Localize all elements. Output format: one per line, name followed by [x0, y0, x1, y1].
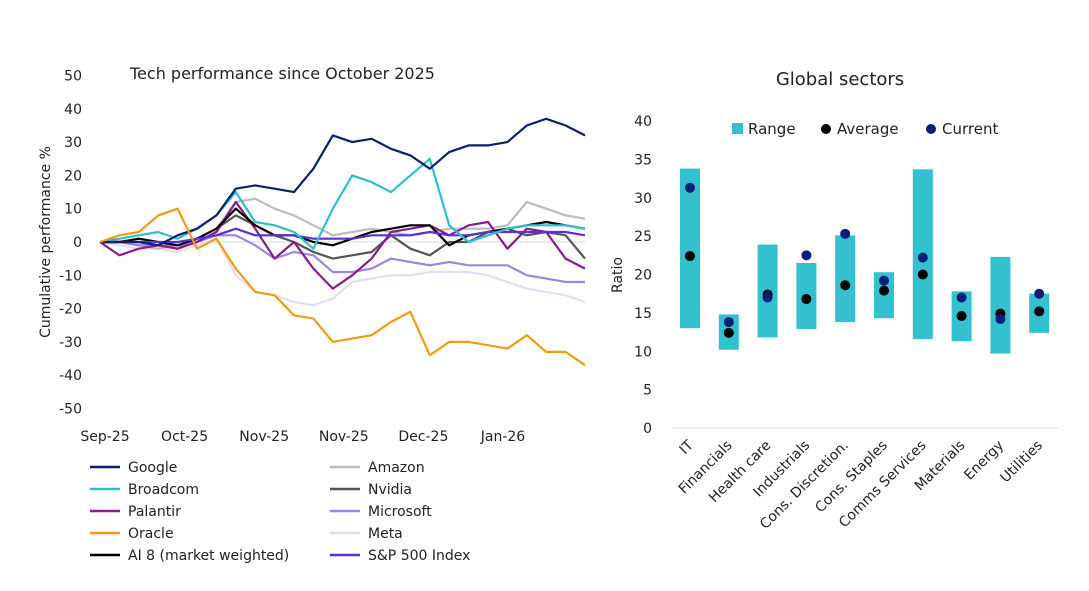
y-tick-label: 35	[634, 152, 652, 168]
legend-item: Broadcom	[90, 482, 199, 498]
series-line-s-p-500-index	[100, 227, 586, 244]
x-tick-label: Nov-25	[239, 429, 289, 445]
range-bar	[680, 168, 700, 329]
right-chart-title: Global sectors	[776, 69, 904, 90]
y-tick-label: 40	[64, 102, 82, 118]
average-point	[1034, 306, 1045, 317]
y-tick-label: -30	[59, 335, 82, 351]
current-point	[762, 292, 773, 303]
y-tick-label: -50	[59, 402, 82, 418]
series-line-broadcom	[99, 157, 586, 250]
average-point	[917, 269, 928, 280]
range-bar	[835, 235, 856, 323]
y-tick-label: -20	[59, 302, 82, 318]
y-tick-label: 10	[634, 344, 652, 360]
legend-swatch-current	[926, 124, 936, 134]
legend-item: Nvidia	[330, 482, 412, 498]
y-tick-label: 50	[64, 69, 82, 85]
legend-label: Oracle	[128, 526, 174, 542]
series-line-oracle	[99, 207, 586, 367]
average-point	[840, 280, 851, 291]
current-point	[723, 317, 734, 328]
series-line-palantir	[99, 200, 586, 290]
current-point	[1034, 288, 1045, 299]
current-point	[956, 292, 967, 303]
y-tick-label: 15	[634, 306, 652, 322]
y-tick-label: 20	[64, 168, 82, 184]
current-point	[685, 182, 695, 193]
y-tick-label: -10	[59, 268, 82, 284]
legend-item: Amazon	[330, 460, 425, 476]
legend-label: Amazon	[368, 460, 425, 476]
legend-swatch-average	[821, 124, 831, 134]
legend-swatch-range	[732, 123, 743, 134]
right-y-axis-label: Ratio	[610, 257, 626, 293]
x-tick-label: Sep-25	[80, 429, 129, 445]
current-point	[917, 252, 928, 263]
legend-label: Nvidia	[368, 482, 412, 498]
y-tick-label: 40	[634, 114, 652, 130]
left-y-axis-label: Cumulative performance %	[38, 146, 54, 338]
average-point	[723, 327, 734, 338]
series-line-google	[100, 117, 586, 247]
y-tick-label: 25	[634, 229, 652, 245]
legend-item: AI 8 (market weighted)	[90, 548, 289, 564]
legend-label: Meta	[368, 526, 403, 542]
current-point	[995, 314, 1006, 325]
current-point	[840, 228, 851, 239]
y-tick-label: 10	[64, 202, 82, 218]
y-tick-label: 0	[73, 235, 82, 251]
legend-label: Broadcom	[128, 482, 199, 498]
legend-item: Microsoft	[330, 504, 432, 520]
series-line-meta	[99, 237, 586, 307]
legend-item: S&P 500 Index	[330, 548, 470, 564]
left-chart-title: Tech performance since October 2025	[129, 64, 435, 83]
x-tick-label: Jan-26	[480, 429, 526, 445]
x-tick-label: Dec-25	[398, 429, 448, 445]
legend-item: Palantir	[90, 504, 181, 520]
y-tick-label: 5	[643, 383, 652, 399]
legend-label: AI 8 (market weighted)	[128, 548, 289, 564]
average-point	[879, 285, 889, 296]
average-point	[685, 251, 695, 262]
legend-item: Google	[90, 460, 177, 476]
x-tick-label: Nov-25	[319, 429, 369, 445]
range-bar	[990, 256, 1011, 354]
legend-label: Microsoft	[368, 504, 432, 520]
current-point	[801, 250, 812, 261]
legend-label: Palantir	[128, 504, 181, 520]
y-tick-label: 30	[64, 135, 82, 151]
legend-label: S&P 500 Index	[368, 548, 470, 564]
average-point	[956, 310, 967, 321]
y-tick-label: -40	[59, 368, 82, 384]
legend-label: Range	[748, 120, 796, 138]
y-tick-label: 0	[643, 421, 652, 437]
legend-item: Meta	[330, 526, 403, 542]
legend-label: Current	[942, 120, 998, 138]
legend-label: Google	[128, 460, 177, 476]
x-tick-label: Oct-25	[161, 429, 208, 445]
category-label: Utilities	[997, 438, 1046, 487]
current-point	[879, 275, 889, 286]
average-point	[801, 294, 812, 305]
legend-label: Average	[837, 120, 899, 138]
category-label: IT	[677, 437, 698, 458]
legend-item: Oracle	[90, 526, 174, 542]
y-tick-label: 20	[634, 268, 652, 284]
y-tick-label: 30	[634, 191, 652, 207]
